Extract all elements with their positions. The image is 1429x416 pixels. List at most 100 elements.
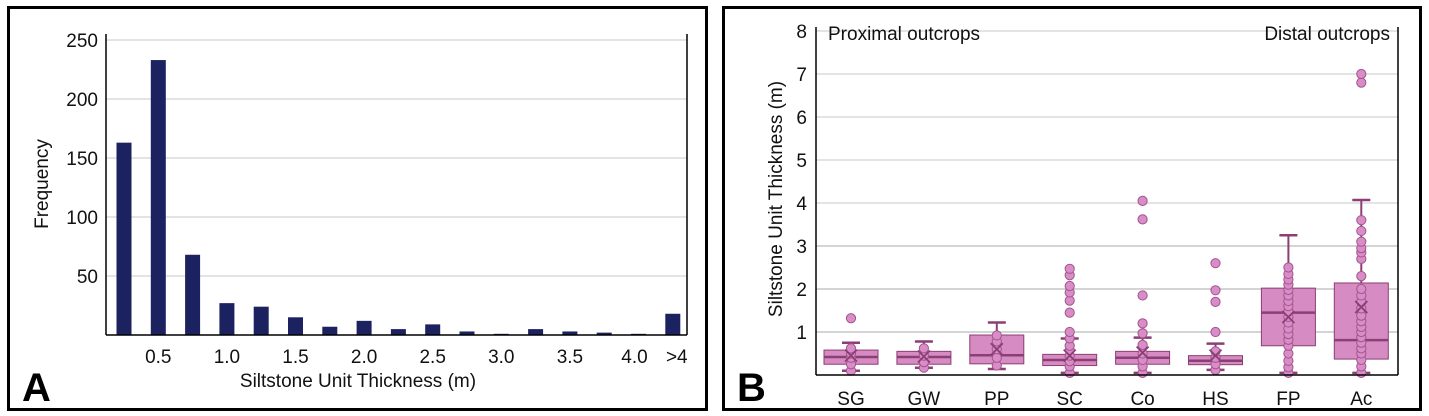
bar bbox=[322, 326, 338, 335]
box-group-pp bbox=[969, 321, 1025, 371]
y-axis-label: Siltstone Unit Thickness (m) bbox=[766, 81, 787, 317]
bar bbox=[390, 329, 406, 335]
bar bbox=[459, 331, 475, 335]
x-tick-label: 2.0 bbox=[351, 347, 377, 368]
axes bbox=[815, 27, 1399, 376]
x-axis-label: Siltstone Unit Thickness (m) bbox=[240, 371, 476, 392]
data-point bbox=[1210, 258, 1221, 269]
bar bbox=[665, 313, 681, 335]
box-group-fp bbox=[1260, 234, 1316, 378]
grid-lines bbox=[816, 30, 1398, 333]
data-point bbox=[1064, 326, 1075, 338]
box-group-ac bbox=[1333, 68, 1389, 378]
y-tick-label: 8 bbox=[796, 22, 807, 43]
y-tick-label: 100 bbox=[66, 208, 98, 229]
data-point bbox=[1064, 280, 1075, 292]
y-tick-label: 2 bbox=[796, 280, 807, 301]
data-point bbox=[1137, 214, 1148, 225]
mean-marker bbox=[1135, 346, 1150, 360]
y-tick-label: 1 bbox=[796, 323, 807, 344]
box-group-gw bbox=[896, 340, 952, 373]
data-point bbox=[1356, 236, 1367, 247]
y-tick-labels: 50 100 150 200 250 bbox=[66, 31, 98, 288]
x-tick-label: >4 bbox=[666, 347, 688, 368]
x-tick-labels: 0.5 1.0 1.5 2.0 2.5 3.0 3.5 4.0 >4 bbox=[145, 347, 688, 368]
annotation-proximal: Proximal outcrops bbox=[828, 24, 980, 45]
data-point bbox=[1356, 68, 1367, 80]
y-tick-label: 7 bbox=[796, 65, 807, 86]
mean-marker bbox=[1354, 300, 1368, 314]
x-tick-label: SC bbox=[1056, 389, 1082, 410]
mean-marker bbox=[1281, 310, 1296, 324]
data-point bbox=[1210, 285, 1221, 296]
grid-lines bbox=[106, 39, 687, 277]
x-tick-labels: SG GW PP SC Co HS FP Ac bbox=[837, 389, 1372, 410]
y-tick-label: 150 bbox=[66, 149, 98, 170]
data-point bbox=[1064, 263, 1075, 274]
boxplot-chart: 1 2 3 4 5 6 7 8 SG GW PP SC Co HS FP Ac Proximal outcr… bbox=[737, 22, 1399, 410]
bar bbox=[562, 331, 578, 335]
x-tick-label: SG bbox=[837, 389, 864, 410]
mean-marker bbox=[1208, 349, 1223, 363]
bar bbox=[528, 329, 544, 335]
x-tick-label: 3.5 bbox=[557, 347, 583, 368]
mean-marker bbox=[1063, 349, 1077, 363]
bar bbox=[596, 332, 612, 335]
box-group-hs bbox=[1188, 258, 1243, 375]
x-tick-label: HS bbox=[1202, 389, 1228, 410]
data-point bbox=[1210, 326, 1221, 338]
x-tick-label: 0.5 bbox=[145, 347, 171, 368]
data-point bbox=[918, 343, 929, 354]
panel-label: A bbox=[22, 366, 51, 410]
y-tick-label: 5 bbox=[796, 151, 807, 172]
bar bbox=[219, 303, 235, 335]
y-tick-labels: 1 2 3 4 5 6 7 8 bbox=[796, 22, 807, 344]
y-axis-label: Frequency bbox=[32, 139, 53, 229]
mean-marker bbox=[990, 342, 1004, 356]
x-tick-label: 2.5 bbox=[419, 347, 445, 368]
y-tick-label: 50 bbox=[77, 267, 98, 288]
bar bbox=[288, 317, 303, 335]
bars bbox=[116, 60, 681, 336]
x-tick-label: 1.5 bbox=[282, 347, 308, 368]
panel-a-histogram: 50 100 150 200 250 0.5 1.0 1.5 2.0 2.5 3.0 3.5 4.0 >… bbox=[7, 6, 708, 411]
x-tick-label: GW bbox=[908, 389, 941, 410]
histogram-chart: 50 100 150 200 250 0.5 1.0 1.5 2.0 2.5 3.0 3.5 4.0 >… bbox=[22, 31, 688, 410]
mean-marker bbox=[844, 349, 858, 363]
box-group-sc bbox=[1042, 263, 1098, 378]
x-tick-label: 1.0 bbox=[214, 347, 240, 368]
bar bbox=[253, 306, 269, 335]
data-point bbox=[1064, 307, 1075, 318]
data-point bbox=[1356, 77, 1367, 88]
box-group-co bbox=[1115, 195, 1171, 378]
bar bbox=[356, 320, 372, 335]
boxes bbox=[823, 68, 1389, 378]
bar bbox=[185, 254, 201, 335]
x-tick-label: PP bbox=[984, 389, 1009, 410]
panel-b-boxplot: 1 2 3 4 5 6 7 8 SG GW PP SC Co HS FP Ac Proximal outcr… bbox=[722, 6, 1422, 411]
annotation-distal: Distal outcrops bbox=[1264, 24, 1390, 45]
bar bbox=[425, 324, 441, 335]
bar bbox=[116, 142, 132, 335]
x-tick-label: FP bbox=[1276, 389, 1300, 410]
x-tick-label: Ac bbox=[1350, 389, 1372, 410]
data-point bbox=[1210, 296, 1221, 307]
data-point bbox=[1356, 271, 1367, 282]
data-point bbox=[1137, 195, 1148, 206]
data-point bbox=[1356, 283, 1367, 295]
panel-label: B bbox=[737, 366, 766, 410]
data-point bbox=[845, 343, 857, 354]
data-point bbox=[991, 352, 1002, 363]
y-tick-label: 4 bbox=[796, 194, 807, 215]
y-tick-label: 200 bbox=[66, 90, 98, 111]
y-tick-label: 6 bbox=[796, 108, 807, 129]
box-group-sg bbox=[823, 313, 879, 376]
data-point bbox=[1283, 262, 1294, 273]
mean-marker bbox=[917, 349, 931, 364]
data-point bbox=[1137, 339, 1148, 350]
data-point bbox=[991, 330, 1002, 341]
bar bbox=[150, 60, 166, 336]
x-tick-label: 4.0 bbox=[621, 347, 647, 368]
y-tick-label: 250 bbox=[66, 31, 98, 52]
data-point bbox=[1137, 318, 1148, 329]
